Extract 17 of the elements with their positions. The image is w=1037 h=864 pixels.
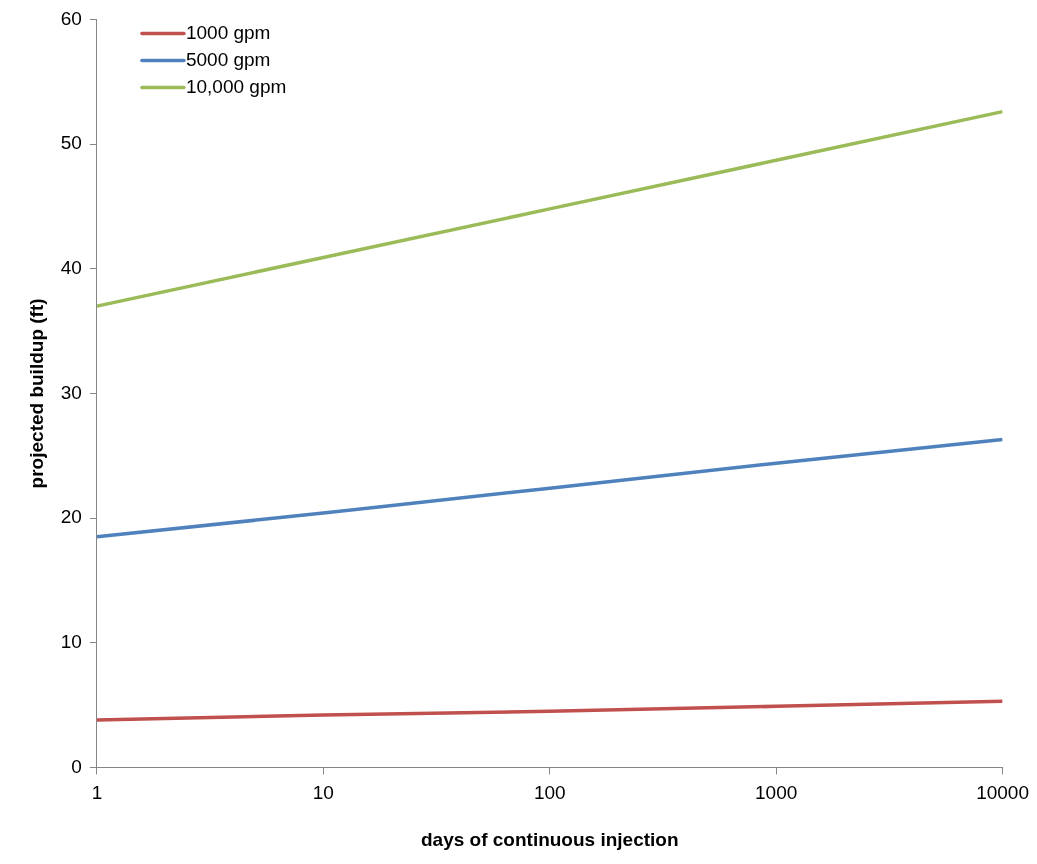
x-tick-label: 10 <box>312 782 334 804</box>
y-axis-title: projected buildup (ft) <box>25 298 47 489</box>
y-tick-label: 50 <box>60 132 82 154</box>
x-axis-title: days of continuous injection <box>420 828 679 850</box>
x-tick-label: 1000 <box>755 782 798 804</box>
y-tick-label: 0 <box>71 755 82 777</box>
y-tick-label: 60 <box>60 7 82 29</box>
x-tick-label: 1 <box>91 782 103 804</box>
x-tick-label: 10000 <box>976 782 1029 804</box>
legend-label: 1000 gpm <box>185 21 271 43</box>
y-tick-label: 10 <box>60 630 82 652</box>
y-tick-label: 20 <box>60 506 82 528</box>
x-tick-label: 100 <box>533 782 566 804</box>
legend-label: 10,000 gpm <box>185 75 287 97</box>
legend-label: 5000 gpm <box>185 48 271 70</box>
y-tick-label: 40 <box>60 256 82 278</box>
y-tick-label: 30 <box>60 381 82 403</box>
